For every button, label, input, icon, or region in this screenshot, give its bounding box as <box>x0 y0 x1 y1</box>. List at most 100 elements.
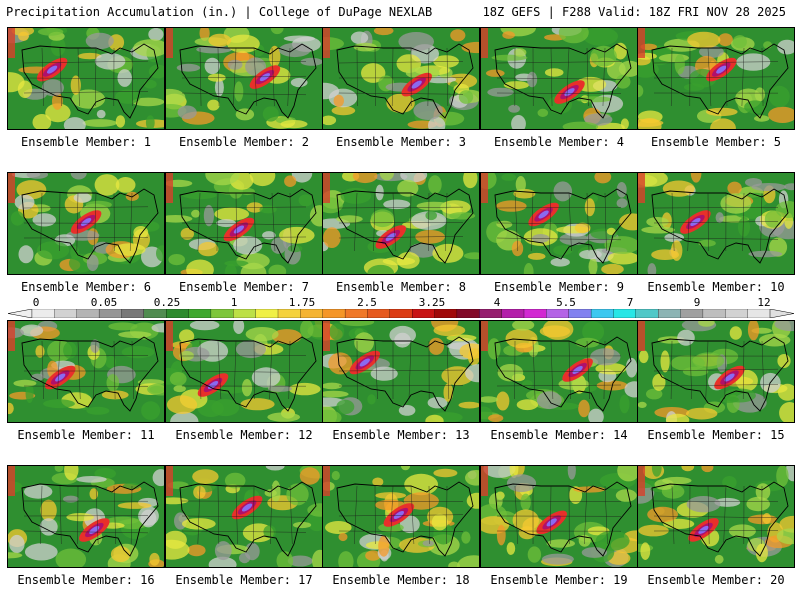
colorbar-swatch <box>98 309 122 318</box>
colorbar-swatch <box>344 309 368 318</box>
ensemble-member-label: Ensemble Member: 10 <box>647 280 785 294</box>
ensemble-map-panel <box>7 465 165 568</box>
precipitation-map <box>166 28 322 129</box>
ensemble-map-panel <box>165 172 323 275</box>
colorbar-tick-label: 0.25 <box>153 296 181 309</box>
ensemble-map-panel <box>637 320 795 423</box>
ensemble-map-panel <box>480 320 638 423</box>
colorbar-swatch <box>233 309 257 318</box>
colorbar-swatch <box>143 309 167 318</box>
colorbar-swatch <box>546 309 570 318</box>
precipitation-map <box>166 466 322 567</box>
precipitation-map <box>481 173 637 274</box>
ensemble-map-panel <box>7 27 165 130</box>
precipitation-map <box>166 321 322 422</box>
ensemble-member-label: Ensemble Member: 4 <box>493 135 625 149</box>
precipitation-map <box>8 321 164 422</box>
colorbar-swatch <box>367 309 391 318</box>
ensemble-map-panel <box>480 27 638 130</box>
ensemble-member-label: Ensemble Member: 5 <box>650 135 782 149</box>
colorbar-swatch <box>725 309 749 318</box>
ensemble-member-label: Ensemble Member: 6 <box>20 280 152 294</box>
precipitation-map <box>8 173 164 274</box>
ensemble-member-label: Ensemble Member: 9 <box>493 280 625 294</box>
colorbar-swatch <box>76 309 100 318</box>
colorbar-swatch <box>702 309 726 318</box>
precipitation-map <box>166 173 322 274</box>
colorbar-tick-label: 9 <box>693 296 701 309</box>
ensemble-member-label: Ensemble Member: 8 <box>335 280 467 294</box>
colorbar-swatch <box>434 309 458 318</box>
map-title: Precipitation Accumulation (in.) | Colle… <box>6 5 433 19</box>
colorbar-tick-label: 4 <box>493 296 501 309</box>
colorbar-swatch <box>121 309 145 318</box>
ensemble-member-label: Ensemble Member: 3 <box>335 135 467 149</box>
ensemble-member-label: Ensemble Member: 17 <box>175 573 313 587</box>
ensemble-map-panel <box>165 27 323 130</box>
ensemble-map-panel <box>637 465 795 568</box>
precipitation-map <box>481 466 637 567</box>
ensemble-map-panel <box>165 465 323 568</box>
colorbar-swatch <box>568 309 592 318</box>
colorbar-swatch <box>389 309 413 318</box>
ensemble-map-panel <box>637 172 795 275</box>
colorbar-swatch <box>523 309 547 318</box>
colorbar-tick-label: 0 <box>32 296 40 309</box>
ensemble-map-panel <box>322 27 480 130</box>
ensemble-map-panel <box>7 172 165 275</box>
ensemble-map-panel <box>7 320 165 423</box>
colorbar-swatch <box>210 309 234 318</box>
ensemble-member-label: Ensemble Member: 11 <box>17 428 155 442</box>
ensemble-member-label: Ensemble Member: 12 <box>175 428 313 442</box>
colorbar-swatch <box>255 309 279 318</box>
colorbar-tick-label: 12 <box>757 296 771 309</box>
colorbar-swatch <box>322 309 346 318</box>
ensemble-map-panel <box>322 320 480 423</box>
precipitation-map <box>481 28 637 129</box>
colorbar-tick-label: 0.05 <box>90 296 118 309</box>
colorbar-swatch <box>635 309 659 318</box>
colorbar-tick-label: 7 <box>626 296 634 309</box>
precipitation-map <box>638 173 794 274</box>
ensemble-map-panel <box>322 172 480 275</box>
precipitation-map <box>323 28 479 129</box>
colorbar-tick-label: 3.25 <box>418 296 446 309</box>
precipitation-map <box>638 28 794 129</box>
colorbar-swatch <box>300 309 324 318</box>
colorbar-swatch <box>680 309 704 318</box>
colorbar-right-arrow <box>769 309 794 318</box>
ensemble-member-label: Ensemble Member: 14 <box>490 428 628 442</box>
ensemble-member-label: Ensemble Member: 16 <box>17 573 155 587</box>
ensemble-member-label: Ensemble Member: 18 <box>332 573 470 587</box>
colorbar-swatch <box>166 309 189 318</box>
ensemble-map-panel <box>165 320 323 423</box>
ensemble-member-label: Ensemble Member: 2 <box>178 135 310 149</box>
colorbar-left-arrow <box>8 309 33 318</box>
colorbar-swatch <box>277 309 301 318</box>
precipitation-colorbar <box>8 309 794 318</box>
colorbar-swatch <box>31 309 55 318</box>
ensemble-member-label: Ensemble Member: 1 <box>20 135 152 149</box>
colorbar-swatch <box>613 309 637 318</box>
colorbar-swatch <box>54 309 78 318</box>
ensemble-member-label: Ensemble Member: 13 <box>332 428 470 442</box>
precipitation-map <box>481 321 637 422</box>
colorbar-tick-label: 1.75 <box>288 296 316 309</box>
colorbar-tick-label: 5.5 <box>556 296 576 309</box>
precipitation-map <box>8 28 164 129</box>
ensemble-map-panel <box>637 27 795 130</box>
ensemble-map-panel <box>322 465 480 568</box>
colorbar-swatch <box>590 309 614 318</box>
ensemble-map-panel <box>480 465 638 568</box>
colorbar-swatch <box>658 309 681 318</box>
precipitation-map <box>638 466 794 567</box>
ensemble-member-label: Ensemble Member: 7 <box>178 280 310 294</box>
precipitation-map <box>323 173 479 274</box>
ensemble-map-panel <box>480 172 638 275</box>
precipitation-map <box>638 321 794 422</box>
colorbar-swatch <box>188 309 212 318</box>
precipitation-map <box>323 466 479 567</box>
ensemble-member-label: Ensemble Member: 19 <box>490 573 628 587</box>
colorbar-tick-label: 2.5 <box>357 296 377 309</box>
colorbar-swatch <box>501 309 525 318</box>
